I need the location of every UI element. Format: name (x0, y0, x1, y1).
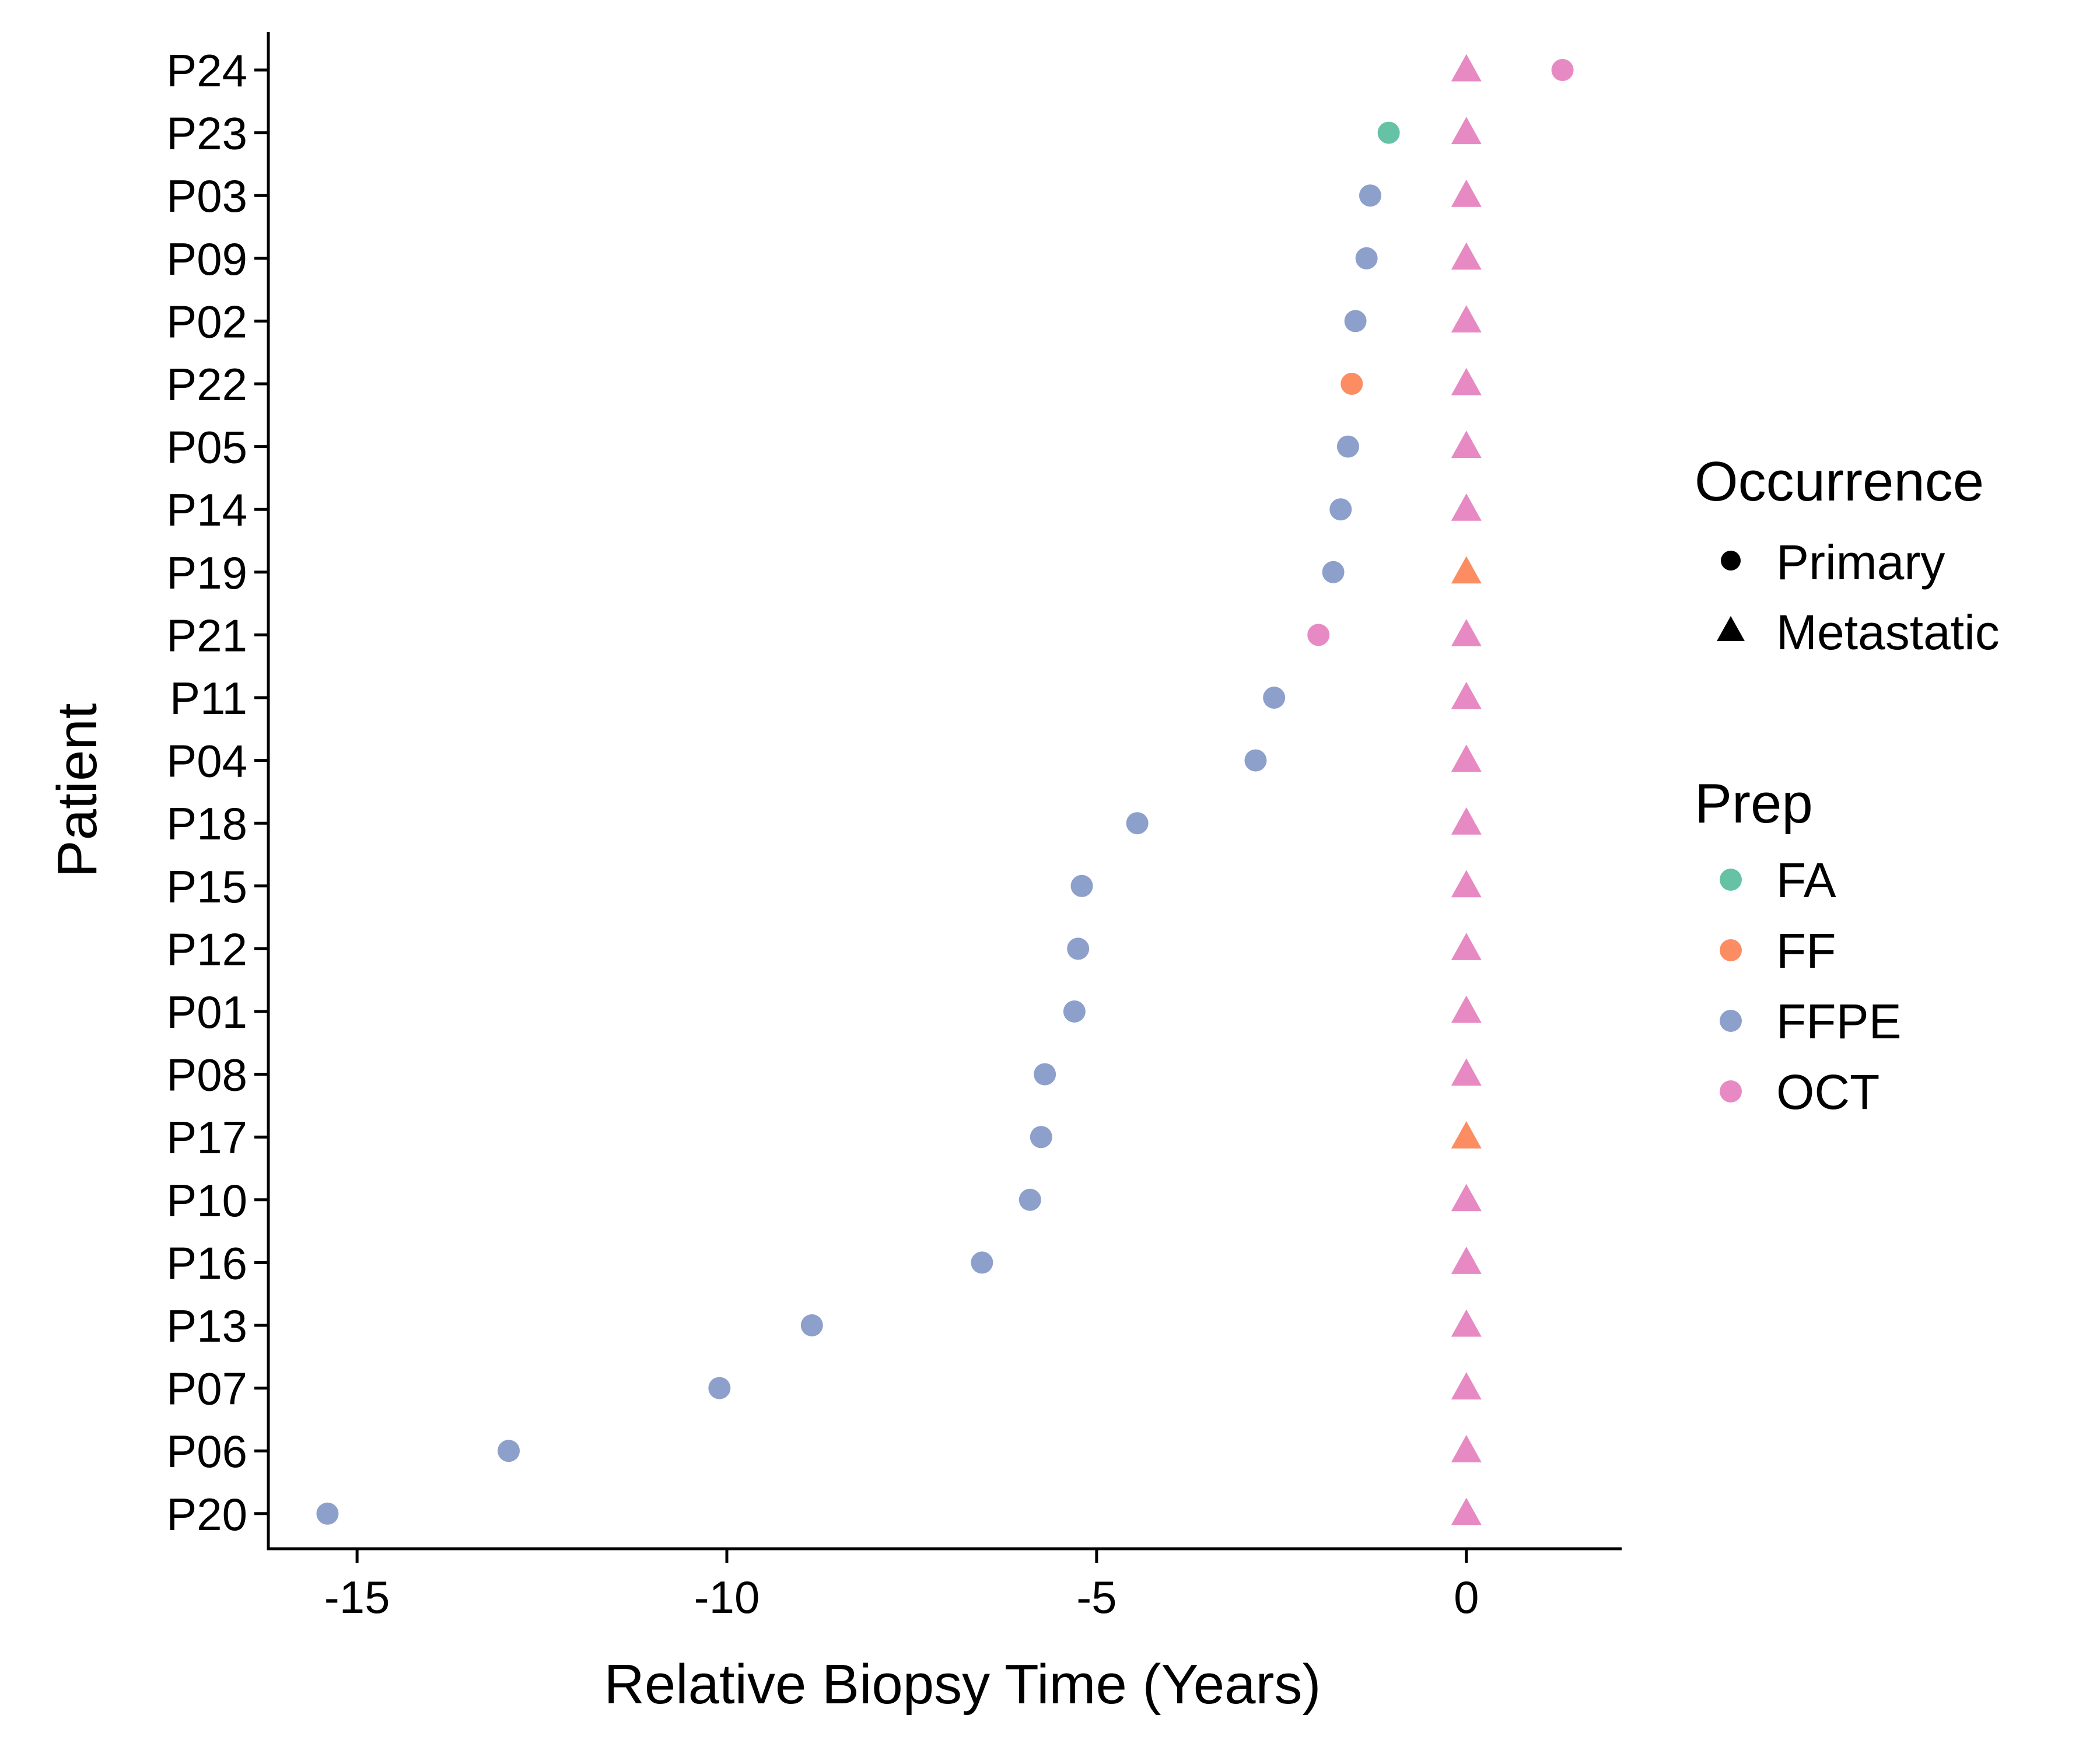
data-point-metastatic (1451, 1184, 1482, 1212)
y-tick-label: P10 (166, 1175, 247, 1226)
data-point-metastatic (1451, 242, 1482, 270)
x-tick-label: -10 (694, 1572, 760, 1623)
y-tick-label: P22 (166, 359, 247, 410)
data-point-metastatic (1451, 870, 1482, 898)
y-tick-label: P15 (166, 861, 247, 912)
legend-label: FF (1776, 923, 1836, 978)
y-tick-label: P07 (166, 1363, 247, 1415)
y-tick-label: P05 (166, 422, 247, 473)
data-point-metastatic (1451, 1058, 1482, 1086)
data-point-primary (1263, 687, 1286, 709)
legend-key-oct (1720, 1080, 1742, 1102)
legend-label: Metastatic (1776, 605, 2000, 660)
x-tick-label: -15 (324, 1572, 390, 1623)
data-point-metastatic (1451, 556, 1482, 584)
data-point-metastatic (1451, 54, 1482, 82)
y-tick-label: P08 (166, 1049, 247, 1101)
data-point-primary (1063, 1000, 1086, 1023)
legend-key-primary (1721, 551, 1741, 570)
legend: Occurrence Primary Metastatic Prep FA FF FFPE O… (1695, 450, 2000, 1119)
y-axis-title: Patient (46, 704, 108, 878)
y-tick-label: P18 (166, 798, 247, 849)
y-tick-label: P14 (166, 484, 247, 536)
data-point-metastatic (1451, 368, 1482, 396)
data-point-metastatic (1451, 1247, 1482, 1274)
y-tick-label: P12 (166, 923, 247, 975)
y-tick-label: P02 (166, 296, 247, 347)
legend-label: OCT (1776, 1065, 1880, 1119)
data-point-primary (1030, 1126, 1052, 1149)
data-point-primary (1322, 561, 1345, 583)
y-tick-label: P19 (166, 547, 247, 598)
x-axis-ticks: -15 -10 -5 0 (324, 1549, 1479, 1623)
data-point-metastatic (1451, 179, 1482, 207)
y-tick-label: P23 (166, 108, 247, 159)
legend-label: Primary (1776, 535, 1945, 590)
data-point-metastatic (1451, 1121, 1482, 1149)
y-tick-label: P13 (166, 1300, 247, 1352)
y-tick-label: P21 (166, 610, 247, 661)
y-axis-ticks: P24 P23 P03 P09 P02 P22 P05 P14 P19 P21 P11 P04 P18 P… (166, 45, 268, 1540)
legend-key-ffpe (1720, 1010, 1742, 1032)
data-point-metastatic (1451, 807, 1482, 835)
data-point-primary (1359, 184, 1381, 207)
legend-label: FFPE (1776, 994, 1902, 1049)
y-tick-label: P01 (166, 986, 247, 1038)
x-tick-label: -5 (1076, 1572, 1116, 1623)
data-point-metastatic (1451, 619, 1482, 646)
data-point-primary (1244, 749, 1267, 772)
data-point-primary (971, 1251, 993, 1274)
data-point-primary (1329, 498, 1352, 521)
plot-area: -15 -10 -5 0 P24 P23 P03 P09 P02 P22 P05 P14 P19 P21… (166, 32, 1622, 1623)
legend-key-ff (1720, 939, 1742, 961)
data-point-metastatic (1451, 1434, 1482, 1462)
y-tick-label: P16 (166, 1237, 247, 1289)
data-point-metastatic (1451, 117, 1482, 145)
data-point-metastatic (1451, 430, 1482, 459)
data-point-primary (1019, 1188, 1041, 1211)
y-tick-label: P04 (166, 736, 247, 787)
data-point-metastatic (1451, 493, 1482, 521)
data-point-metastatic (1451, 1497, 1482, 1525)
x-axis-title: Relative Biopsy Time (Years) (604, 1653, 1321, 1716)
y-tick-label: P24 (166, 45, 247, 96)
legend-label: FA (1776, 853, 1836, 908)
data-points (316, 54, 1574, 1525)
data-point-primary (708, 1377, 731, 1399)
data-point-metastatic (1451, 1309, 1482, 1337)
data-point-primary (498, 1440, 520, 1462)
legend-title-occurrence: Occurrence (1695, 450, 1984, 513)
data-point-primary (1355, 247, 1378, 270)
data-point-primary (1340, 373, 1363, 395)
y-tick-label: P17 (166, 1112, 247, 1163)
y-tick-label: P11 (170, 673, 247, 724)
y-tick-label: P03 (166, 170, 247, 222)
data-point-primary (800, 1314, 823, 1336)
data-point-metastatic (1451, 744, 1482, 772)
data-point-primary (1070, 874, 1093, 897)
y-tick-label: P06 (166, 1426, 247, 1477)
data-point-metastatic (1451, 933, 1482, 960)
data-point-primary (1307, 624, 1330, 646)
data-point-primary (1126, 812, 1149, 835)
data-point-primary (1034, 1063, 1056, 1086)
data-point-primary (1377, 121, 1400, 144)
legend-key-fa (1720, 869, 1742, 891)
data-point-metastatic (1451, 305, 1482, 332)
legend-key-metastatic (1717, 616, 1745, 641)
data-point-primary (1067, 937, 1090, 960)
data-point-primary (1344, 310, 1367, 332)
data-point-metastatic (1451, 1372, 1482, 1400)
data-point-primary (1336, 435, 1359, 458)
data-point-primary (316, 1502, 339, 1525)
data-point-metastatic (1451, 681, 1482, 709)
y-tick-label: P20 (166, 1489, 247, 1540)
legend-title-prep: Prep (1695, 772, 1813, 835)
y-tick-label: P09 (166, 233, 247, 285)
x-tick-label: 0 (1454, 1572, 1479, 1623)
data-point-metastatic (1451, 995, 1482, 1023)
data-point-primary (1551, 59, 1574, 81)
